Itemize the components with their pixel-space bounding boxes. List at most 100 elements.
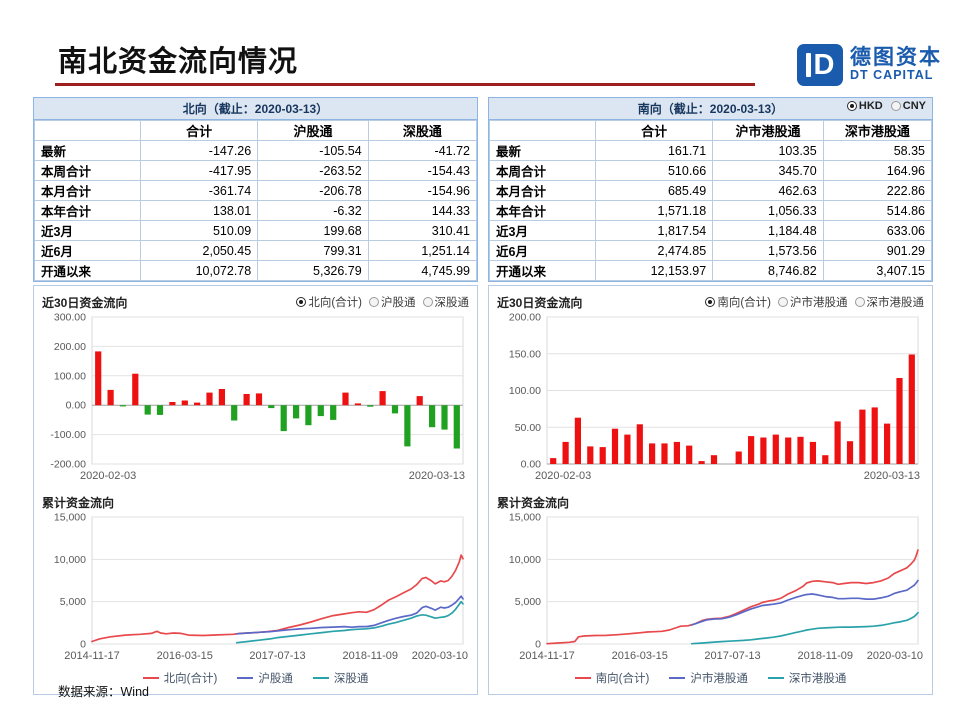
table-row: 开通以来 12,153.97 8,746.82 3,407.15 [488, 260, 933, 281]
row-label: 本年合计 [488, 200, 597, 221]
row-label: 近3月 [33, 220, 142, 241]
svg-text:0.00: 0.00 [66, 400, 87, 412]
svg-text:15,000: 15,000 [509, 512, 541, 524]
svg-text:2017-07-13: 2017-07-13 [249, 650, 305, 662]
radio-sz-hk-connect[interactable]: 深市港股通 [854, 294, 924, 310]
title-underline [55, 83, 755, 86]
radio-icon[interactable] [778, 297, 788, 307]
svg-text:10,000: 10,000 [54, 554, 86, 566]
table-row: 最新 161.71 103.35 58.35 [488, 140, 933, 161]
cell-value: 5,326.79 [257, 260, 369, 281]
table-row: 最新 -147.26 -105.54 -41.72 [33, 140, 478, 161]
cell-value: 510.66 [595, 160, 714, 181]
radio-icon[interactable] [296, 297, 307, 307]
cell-value: 10,072.78 [140, 260, 259, 281]
svg-text:100.00: 100.00 [509, 385, 541, 397]
svg-text:2020-03-10: 2020-03-10 [412, 650, 468, 662]
cell-value: 4,745.99 [367, 260, 478, 281]
svg-text:2016-03-15: 2016-03-15 [612, 650, 668, 662]
svg-text:200.00: 200.00 [509, 312, 541, 324]
cell-value: 164.96 [822, 160, 933, 181]
svg-text:10,000: 10,000 [509, 554, 541, 566]
north-table-header-row: 合计 沪股通 深股通 [33, 120, 478, 141]
radio-icon[interactable] [369, 297, 379, 307]
radio-north-total[interactable]: 北向(合计) [296, 294, 362, 310]
svg-text:2017-07-13: 2017-07-13 [704, 650, 760, 662]
currency-radio-group: HKD CNY [846, 100, 926, 112]
row-label: 开通以来 [488, 260, 597, 281]
svg-text:5,000: 5,000 [515, 596, 541, 608]
cell-value: 58.35 [822, 140, 933, 161]
svg-text:2016-03-15: 2016-03-15 [157, 650, 213, 662]
cell-value: 799.31 [257, 240, 369, 261]
cell-value: 2,050.45 [140, 240, 259, 261]
svg-text:0: 0 [80, 639, 86, 651]
legend-item: 深股通 [312, 670, 368, 686]
column-header: 深股通 [367, 120, 478, 141]
cumulative-flow-title: 累计资金流向 [42, 496, 115, 510]
radio-hkd[interactable]: HKD [846, 100, 883, 112]
cell-value: -361.74 [140, 180, 259, 201]
legend-dash-icon [574, 677, 591, 679]
radio-icon[interactable] [705, 297, 716, 307]
legend-item: 北向(合计) [142, 670, 217, 686]
row-label: 本月合计 [488, 180, 597, 201]
cell-value: -41.72 [367, 140, 478, 161]
logo-bar [805, 53, 811, 77]
svg-text:2014-11-17: 2014-11-17 [519, 650, 574, 662]
south-chart-panel: 近30日资金流向 南向(合计) 沪市港股通 深市港股通 200.00 150.00… [488, 285, 933, 695]
legend-dash-icon [237, 677, 254, 679]
cell-value: -154.96 [367, 180, 478, 201]
radio-sz-connect[interactable]: 深股通 [422, 294, 469, 310]
radio-south-total[interactable]: 南向(合计) [705, 294, 771, 310]
cell-value: 222.86 [822, 180, 933, 201]
svg-text:2018-11-09: 2018-11-09 [343, 650, 398, 662]
table-row: 本月合计 685.49 462.63 222.86 [488, 180, 933, 201]
logo-letter: D [813, 48, 835, 81]
north-table: 北向（截止：2020-03-13） 合计 沪股通 深股通 最新 -147.26 -1… [33, 97, 478, 282]
table-row: 本年合计 1,571.18 1,056.33 514.86 [488, 200, 933, 221]
row-label: 本年合计 [33, 200, 142, 221]
svg-text:15,000: 15,000 [54, 512, 86, 524]
data-source-note: 数据来源：Wind [58, 685, 149, 699]
row-label: 最新 [488, 140, 597, 161]
radio-icon[interactable] [854, 297, 865, 307]
row-label: 最新 [33, 140, 142, 161]
legend-dash-icon [312, 677, 329, 679]
legend-item: 沪市港股通 [669, 670, 748, 686]
daily-flow-title: 近30日资金流向 [497, 295, 583, 310]
logo-mark-icon: D [797, 44, 843, 86]
radio-icon[interactable] [890, 101, 901, 111]
cell-value: 345.70 [712, 160, 824, 181]
cell-value: 12,153.97 [595, 260, 714, 281]
column-header: 沪市港股通 [712, 120, 824, 141]
south-legend: 南向(合计) 沪市港股通 深市港股通 [497, 670, 924, 686]
svg-text:2014-11-17: 2014-11-17 [64, 650, 119, 662]
cell-value: 462.63 [712, 180, 824, 201]
cell-value: -206.78 [257, 180, 369, 201]
legend-dash-icon [767, 677, 784, 679]
column-header: 合计 [140, 120, 259, 141]
row-label: 开通以来 [33, 260, 142, 281]
south-panel: 南向（截止：2020-03-13） HKD CNY 合计 沪市港股通 深市港股通 [488, 97, 933, 695]
radio-cny[interactable]: CNY [890, 100, 926, 112]
cell-value: 510.09 [140, 220, 259, 241]
radio-icon[interactable] [422, 297, 433, 307]
corner-cell [488, 120, 597, 141]
south-table-header-row: 合计 沪市港股通 深市港股通 [488, 120, 933, 141]
radio-sh-hk-connect[interactable]: 沪市港股通 [778, 294, 848, 310]
south-cumulative-line-chart: 15,000 10,000 5,000 0 2014-11-17 2016-03-15 20… [497, 512, 924, 668]
cell-value: 144.33 [367, 200, 478, 221]
radio-icon[interactable] [846, 101, 857, 111]
svg-text:2020-03-10: 2020-03-10 [867, 650, 923, 662]
cell-value: 685.49 [595, 180, 714, 201]
column-header: 深市港股通 [822, 120, 933, 141]
south-daily-bar-chart: 200.00 150.00 100.00 50.00 0.00 2020-02-03 202… [497, 312, 924, 488]
table-row: 本年合计 138.01 -6.32 144.33 [33, 200, 478, 221]
legend-item: 沪股通 [237, 670, 293, 686]
radio-sh-connect[interactable]: 沪股通 [369, 294, 416, 310]
table-row: 近3月 510.09 199.68 310.41 [33, 220, 478, 241]
cell-value: 199.68 [257, 220, 369, 241]
cell-value: 1,251.14 [367, 240, 478, 261]
